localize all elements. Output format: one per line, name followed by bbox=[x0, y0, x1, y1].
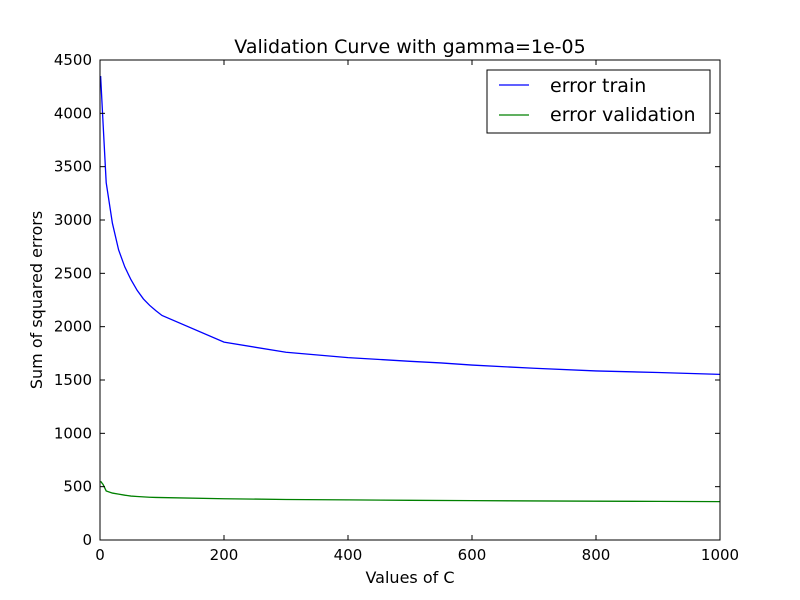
y-tick-label: 4000 bbox=[54, 104, 92, 122]
y-tick-label: 2500 bbox=[54, 264, 92, 282]
chart-title: Validation Curve with gamma=1e-05 bbox=[234, 36, 585, 58]
y-tick-label: 2000 bbox=[54, 318, 92, 336]
x-tick-label: 200 bbox=[210, 546, 239, 564]
x-tick-label: 400 bbox=[334, 546, 363, 564]
y-tick-label: 3500 bbox=[54, 158, 92, 176]
x-tick-label: 800 bbox=[582, 546, 611, 564]
y-tick-label: 0 bbox=[82, 531, 92, 549]
legend-label-error-train: error train bbox=[550, 75, 646, 97]
series-line-error-validation bbox=[101, 481, 720, 501]
y-axis-label: Sum of squared errors bbox=[27, 211, 46, 389]
x-axis-label: Values of C bbox=[365, 568, 454, 587]
y-tick-label: 500 bbox=[63, 478, 92, 496]
y-tick-label: 1500 bbox=[54, 371, 92, 389]
x-tick-label: 600 bbox=[458, 546, 487, 564]
y-tick-label: 1000 bbox=[54, 424, 92, 442]
y-tick-label: 4500 bbox=[54, 51, 92, 69]
legend: error train error validation bbox=[487, 70, 710, 133]
legend-label-error-validation: error validation bbox=[550, 104, 696, 126]
x-tick-label: 1000 bbox=[701, 546, 739, 564]
y-tick-label: 3000 bbox=[54, 211, 92, 229]
x-tick-label: 0 bbox=[95, 546, 105, 564]
plot-lines bbox=[101, 76, 720, 502]
